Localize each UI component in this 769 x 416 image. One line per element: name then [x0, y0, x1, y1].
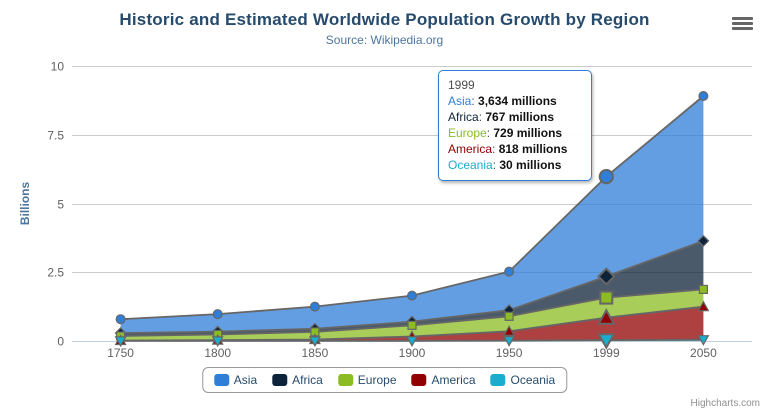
marker-oceania-1950[interactable] [503, 336, 516, 347]
legend-symbol-europe [337, 374, 353, 386]
xaxis-category-label: 1900 [399, 346, 426, 360]
chart-subtitle: Source: Wikipedia.org [325, 33, 444, 47]
yaxis-tick-label: 5 [57, 198, 64, 212]
hamburger-icon [732, 17, 753, 30]
xaxis-category-label: 1950 [496, 346, 523, 360]
marker-america-1950[interactable] [503, 325, 516, 336]
legend-item-europe[interactable]: Europe [337, 373, 397, 387]
marker-america-1999[interactable] [597, 308, 616, 325]
marker-oceania-1999[interactable] [597, 333, 616, 350]
marker-oceania-2050[interactable] [697, 335, 710, 346]
xaxis-category-label: 1750 [107, 346, 134, 360]
tooltip-row-asia: Asia: 3,634 millions [448, 94, 557, 108]
yaxis-title: Billions [18, 182, 32, 226]
marker-europe-1900[interactable] [407, 320, 417, 330]
marker-europe-2050[interactable] [698, 284, 709, 294]
xaxis-category-label: 1850 [302, 346, 329, 360]
legend-symbol-asia [213, 374, 229, 386]
marker-europe-1950[interactable] [504, 311, 514, 321]
series-area-asia[interactable] [120, 96, 704, 334]
marker-oceania-1800[interactable] [211, 336, 224, 348]
legend-symbol-america [411, 374, 427, 386]
legend-item-asia[interactable]: Asia [213, 373, 258, 387]
legend-label: Oceania [510, 373, 556, 387]
marker-asia-1900[interactable] [407, 290, 418, 301]
legend-item-america[interactable]: America [411, 373, 476, 387]
legend-item-africa[interactable]: Africa [272, 373, 323, 387]
marker-asia-2050[interactable] [698, 90, 709, 101]
xaxis-category-label: 2050 [690, 346, 717, 360]
marker-asia-1750[interactable] [115, 314, 126, 325]
marker-asia-1800[interactable] [212, 309, 223, 320]
tooltip-header: 1999 [448, 78, 475, 92]
chart-title: Historic and Estimated Worldwide Populat… [119, 10, 650, 29]
legend-item-oceania[interactable]: Oceania [490, 373, 556, 387]
yaxis-tick-label: 7.5 [47, 129, 64, 143]
marker-oceania-1850[interactable] [308, 336, 321, 348]
tooltip-rows: Asia: 3,634 millions Africa: 767 millions… [448, 93, 582, 173]
legend: Asia Africa Europe America Oceania [201, 367, 568, 393]
export-menu-button[interactable] [732, 17, 753, 30]
legend-symbol-africa [272, 374, 288, 386]
series-area-africa[interactable] [120, 240, 704, 336]
marker-africa-1999[interactable] [597, 267, 616, 286]
legend-label: Asia [233, 373, 258, 387]
yaxis-tick-label: 10 [51, 60, 65, 74]
legend-label: Africa [292, 373, 323, 387]
tooltip: 1999 Asia: 3,634 millions Africa: 767 mil… [438, 70, 592, 181]
series-area-america[interactable] [120, 306, 704, 341]
tooltip-row-america: America: 818 millions [448, 142, 568, 156]
legend-symbol-oceania [490, 374, 506, 386]
legend-label: Europe [357, 373, 397, 387]
legend-label: America [431, 373, 476, 387]
marker-oceania-1900[interactable] [405, 336, 419, 348]
tooltip-row-oceania: Oceania: 30 millions [448, 158, 562, 172]
marker-europe-1999[interactable] [599, 290, 614, 305]
xaxis-category-label: 1800 [204, 346, 231, 360]
marker-africa-2050[interactable] [697, 234, 710, 247]
credits-link[interactable]: Highcharts.com [690, 398, 760, 409]
marker-asia-1999[interactable] [598, 169, 614, 185]
marker-asia-1850[interactable] [309, 301, 320, 312]
tooltip-row-europe: Europe: 729 millions [448, 126, 563, 140]
yaxis-tick-label: 0 [57, 335, 64, 349]
marker-america-2050[interactable] [697, 300, 710, 312]
tooltip-row-africa: Africa: 767 millions [448, 110, 555, 124]
marker-oceania-1750[interactable] [114, 336, 127, 348]
marker-asia-1950[interactable] [504, 266, 515, 277]
yaxis-tick-label: 2.5 [47, 266, 64, 280]
xaxis-category-label: 1999 [593, 346, 620, 360]
